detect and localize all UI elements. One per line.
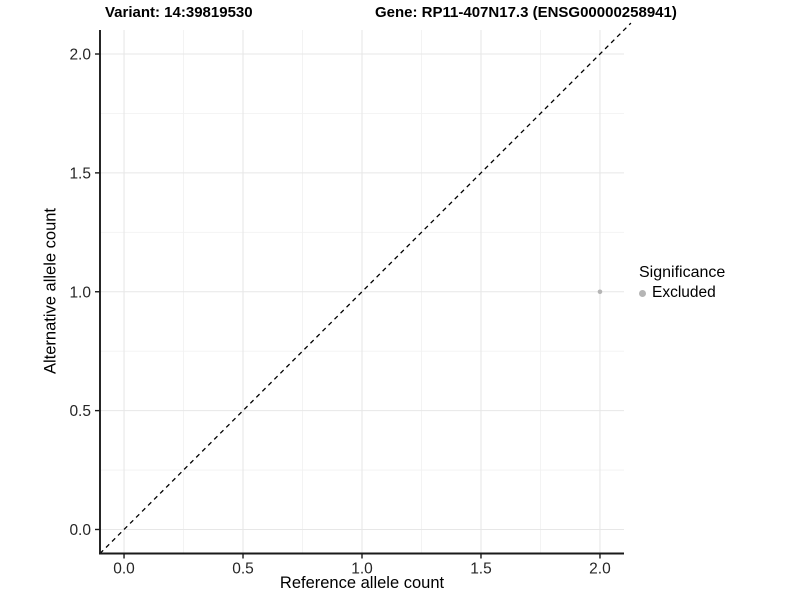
- x-tick-label: 2.0: [589, 561, 611, 578]
- y-tick-label: 1.0: [69, 284, 91, 301]
- x-axis-title: Reference allele count: [279, 574, 445, 592]
- variant-title: Variant: 14:39819530: [105, 4, 253, 21]
- legend-entry: Excluded: [639, 284, 725, 302]
- x-tick-label: 1.0: [351, 561, 373, 578]
- x-tick-label: 1.5: [470, 561, 492, 578]
- x-tick-label: 0.0: [113, 561, 135, 578]
- legend-entry-label: Excluded: [652, 284, 716, 301]
- y-tick-label: 0.5: [69, 403, 91, 420]
- y-tick-label: 2.0: [69, 47, 91, 64]
- legend: Significance Excluded: [639, 264, 725, 302]
- x-tick-label: 0.5: [232, 561, 254, 578]
- data-point: [597, 289, 603, 295]
- y-axis-title: Alternative allele count: [41, 207, 60, 375]
- legend-title: Significance: [639, 264, 726, 281]
- identity-line: [99, 22, 632, 554]
- legend-key-dot-icon: [639, 289, 646, 297]
- y-tick-label: 1.5: [69, 165, 91, 182]
- y-tick-label: 0.0: [69, 522, 91, 539]
- gene-title: Gene: RP11-407N17.3 (ENSG00000258941): [375, 4, 677, 21]
